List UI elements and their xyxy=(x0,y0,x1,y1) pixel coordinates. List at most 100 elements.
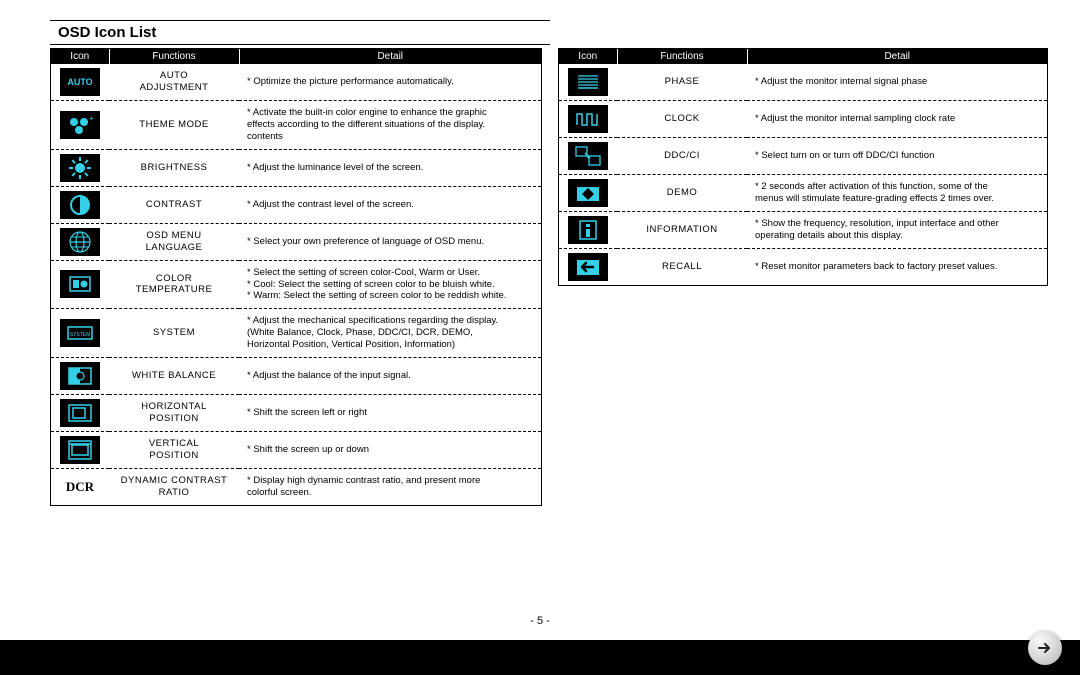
footer-bar xyxy=(0,640,1080,675)
th-detail: Detail xyxy=(747,49,1047,64)
table-row: INFORMATION* Show the frequency, resolut… xyxy=(559,212,1047,249)
table-row: HORIZONTAL POSITION* Shift the screen le… xyxy=(51,394,541,431)
auto-icon: AUTO xyxy=(60,68,100,96)
table-row: SYSTEMSYSTEM* Adjust the mechanical spec… xyxy=(51,309,541,358)
cell-detail: * Adjust the balance of the input signal… xyxy=(239,357,541,394)
table-row: DCR DYNAMIC CONTRAST RATIO* Display high … xyxy=(51,468,541,505)
cell-icon xyxy=(559,64,617,101)
cell-detail: * Shift the screen up or down xyxy=(239,431,541,468)
cell-icon: AUTO xyxy=(51,64,109,101)
arrow-right-icon xyxy=(1037,640,1053,656)
vpos-icon xyxy=(60,436,100,464)
table-row: WHITE BALANCE* Adjust the balance of the… xyxy=(51,357,541,394)
wb-icon xyxy=(60,362,100,390)
cell-detail: * Select turn on or turn off DDC/CI func… xyxy=(747,138,1047,175)
brightness-icon xyxy=(60,154,100,182)
dcr-icon: DCR xyxy=(60,483,100,494)
ctemp-icon xyxy=(60,270,100,298)
th-func: Functions xyxy=(109,49,239,64)
lang-icon xyxy=(60,228,100,256)
cell-function: INFORMATION xyxy=(617,212,747,249)
cell-detail: * Display high dynamic contrast ratio, a… xyxy=(239,468,541,505)
svg-text:SYSTEM: SYSTEM xyxy=(70,332,91,338)
cell-function: DEMO xyxy=(617,175,747,212)
cell-detail: * 2 seconds after activation of this fun… xyxy=(747,175,1047,212)
table-row: OSD MENU LANGUAGE* Select your own prefe… xyxy=(51,223,541,260)
table-row: + THEME MODE* Activate the built-in color… xyxy=(51,101,541,150)
hpos-icon xyxy=(60,399,100,427)
table-row: PHASE* Adjust the monitor internal signa… xyxy=(559,64,1047,101)
table-row: RECALL* Reset monitor parameters back to… xyxy=(559,249,1047,286)
cell-detail: * Shift the screen left or right xyxy=(239,394,541,431)
cell-icon: + xyxy=(51,101,109,150)
phase-icon xyxy=(568,68,608,96)
table-row: DDC/CI* Select turn on or turn off DDC/C… xyxy=(559,138,1047,175)
theme-icon: + xyxy=(60,111,100,139)
svg-text:+: + xyxy=(89,114,94,123)
cell-function: OSD MENU LANGUAGE xyxy=(109,223,239,260)
cell-icon xyxy=(51,223,109,260)
page-title: OSD Icon List xyxy=(58,24,542,41)
info-icon xyxy=(568,216,608,244)
cell-icon xyxy=(51,260,109,309)
contrast-icon xyxy=(60,191,100,219)
cell-detail: * Reset monitor parameters back to facto… xyxy=(747,249,1047,286)
ddcci-icon xyxy=(568,142,608,170)
th-icon: Icon xyxy=(51,49,109,64)
table-row: CONTRAST* Adjust the contrast level of t… xyxy=(51,186,541,223)
cell-icon xyxy=(559,138,617,175)
cell-detail: * Adjust the monitor internal sampling c… xyxy=(747,101,1047,138)
svg-text:AUTO: AUTO xyxy=(67,77,92,87)
cell-detail: * Optimize the picture performance autom… xyxy=(239,64,541,101)
table-row: DEMO* 2 seconds after activation of this… xyxy=(559,175,1047,212)
table-row: COLOR TEMPERATURE* Select the setting of… xyxy=(51,260,541,309)
cell-detail: * Adjust the contrast level of the scree… xyxy=(239,186,541,223)
cell-function: WHITE BALANCE xyxy=(109,357,239,394)
cell-icon: DCR xyxy=(51,468,109,505)
cell-detail: * Activate the built-in color engine to … xyxy=(239,101,541,150)
cell-function: PHASE xyxy=(617,64,747,101)
cell-icon xyxy=(559,249,617,286)
table-right-wrap: Icon Functions Detail PHASE* Adjust the … xyxy=(558,48,1048,286)
cell-icon xyxy=(51,186,109,223)
table-row: BRIGHTNESS* Adjust the luminance level o… xyxy=(51,149,541,186)
table-row: AUTO AUTO ADJUSTMENT* Optimize the pictur… xyxy=(51,64,541,101)
cell-detail: * Show the frequency, resolution, input … xyxy=(747,212,1047,249)
system-icon: SYSTEM xyxy=(60,319,100,347)
cell-function: RECALL xyxy=(617,249,747,286)
cell-function: HORIZONTAL POSITION xyxy=(109,394,239,431)
cell-icon xyxy=(559,175,617,212)
page: OSD Icon List Icon Functions Detail AUTO… xyxy=(0,0,1080,675)
cell-detail: * Select the setting of screen color-Coo… xyxy=(239,260,541,309)
cell-function: SYSTEM xyxy=(109,309,239,358)
recall-icon xyxy=(568,253,608,281)
cell-function: THEME MODE xyxy=(109,101,239,150)
cell-detail: * Adjust the monitor internal signal pha… xyxy=(747,64,1047,101)
cell-detail: * Adjust the luminance level of the scre… xyxy=(239,149,541,186)
demo-icon xyxy=(568,179,608,207)
osd-table-right: Icon Functions Detail PHASE* Adjust the … xyxy=(559,49,1047,285)
cell-function: CLOCK xyxy=(617,101,747,138)
cell-function: BRIGHTNESS xyxy=(109,149,239,186)
cell-icon xyxy=(51,431,109,468)
cell-function: COLOR TEMPERATURE xyxy=(109,260,239,309)
osd-table-left: Icon Functions Detail AUTO AUTO ADJUSTMEN… xyxy=(51,49,541,505)
table-row: CLOCK* Adjust the monitor internal sampl… xyxy=(559,101,1047,138)
cell-function: CONTRAST xyxy=(109,186,239,223)
cell-icon xyxy=(51,394,109,431)
next-page-button[interactable] xyxy=(1028,631,1062,665)
cell-function: VERTICAL POSITION xyxy=(109,431,239,468)
cell-icon xyxy=(51,357,109,394)
th-func: Functions xyxy=(617,49,747,64)
th-icon: Icon xyxy=(559,49,617,64)
table-row: VERTICAL POSITION* Shift the screen up o… xyxy=(51,431,541,468)
cell-detail: * Adjust the mechanical specifications r… xyxy=(239,309,541,358)
cell-function: AUTO ADJUSTMENT xyxy=(109,64,239,101)
cell-detail: * Select your own preference of language… xyxy=(239,223,541,260)
cell-icon xyxy=(559,212,617,249)
page-number: - 5 - xyxy=(0,615,1080,627)
cell-function: DYNAMIC CONTRAST RATIO xyxy=(109,468,239,505)
th-detail: Detail xyxy=(239,49,541,64)
cell-icon: SYSTEM xyxy=(51,309,109,358)
cell-function: DDC/CI xyxy=(617,138,747,175)
